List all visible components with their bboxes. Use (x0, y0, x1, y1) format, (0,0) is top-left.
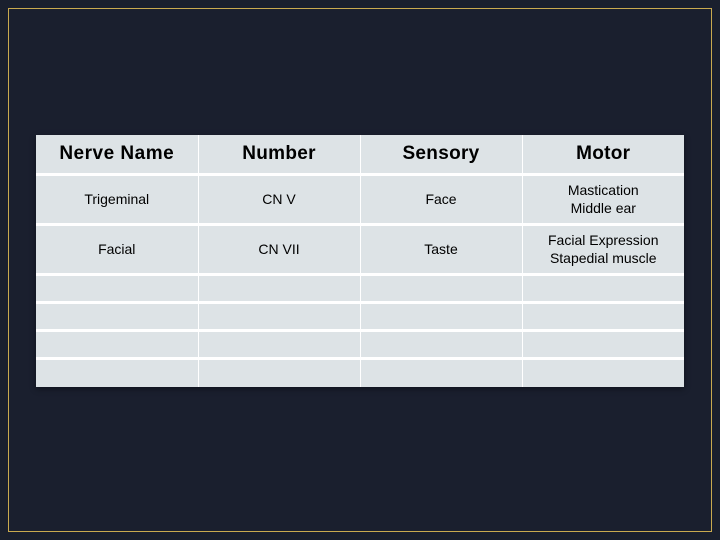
cell-nerve-name (36, 275, 198, 303)
cell-sensory: Face (360, 175, 522, 225)
cell-nerve-name (36, 359, 198, 387)
cell-motor: Facial ExpressionStapedial muscle (522, 225, 684, 275)
col-header-motor: Motor (522, 135, 684, 175)
nerve-table: Nerve Name Number Sensory Motor Trigemin… (36, 135, 684, 387)
cell-number: CN V (198, 175, 360, 225)
cell-motor (522, 331, 684, 359)
cell-nerve-name: Facial (36, 225, 198, 275)
cell-sensory (360, 359, 522, 387)
col-header-number: Number (198, 135, 360, 175)
cell-number (198, 303, 360, 331)
table-row (36, 303, 684, 331)
cell-nerve-name (36, 303, 198, 331)
table-body: Trigeminal CN V Face MasticationMiddle e… (36, 175, 684, 387)
cell-motor (522, 303, 684, 331)
cell-number (198, 331, 360, 359)
table-row: Facial CN VII Taste Facial ExpressionSta… (36, 225, 684, 275)
cell-number (198, 275, 360, 303)
table-row (36, 275, 684, 303)
cell-sensory (360, 275, 522, 303)
cell-motor (522, 359, 684, 387)
cell-sensory: Taste (360, 225, 522, 275)
table-header-row: Nerve Name Number Sensory Motor (36, 135, 684, 175)
cell-nerve-name (36, 331, 198, 359)
cell-motor (522, 275, 684, 303)
cell-nerve-name: Trigeminal (36, 175, 198, 225)
col-header-nerve-name: Nerve Name (36, 135, 198, 175)
cell-sensory (360, 331, 522, 359)
table-row: Trigeminal CN V Face MasticationMiddle e… (36, 175, 684, 225)
table-row (36, 359, 684, 387)
cell-number (198, 359, 360, 387)
nerve-table-container: Nerve Name Number Sensory Motor Trigemin… (36, 135, 684, 387)
col-header-sensory: Sensory (360, 135, 522, 175)
table-row (36, 331, 684, 359)
cell-number: CN VII (198, 225, 360, 275)
cell-sensory (360, 303, 522, 331)
cell-motor: MasticationMiddle ear (522, 175, 684, 225)
